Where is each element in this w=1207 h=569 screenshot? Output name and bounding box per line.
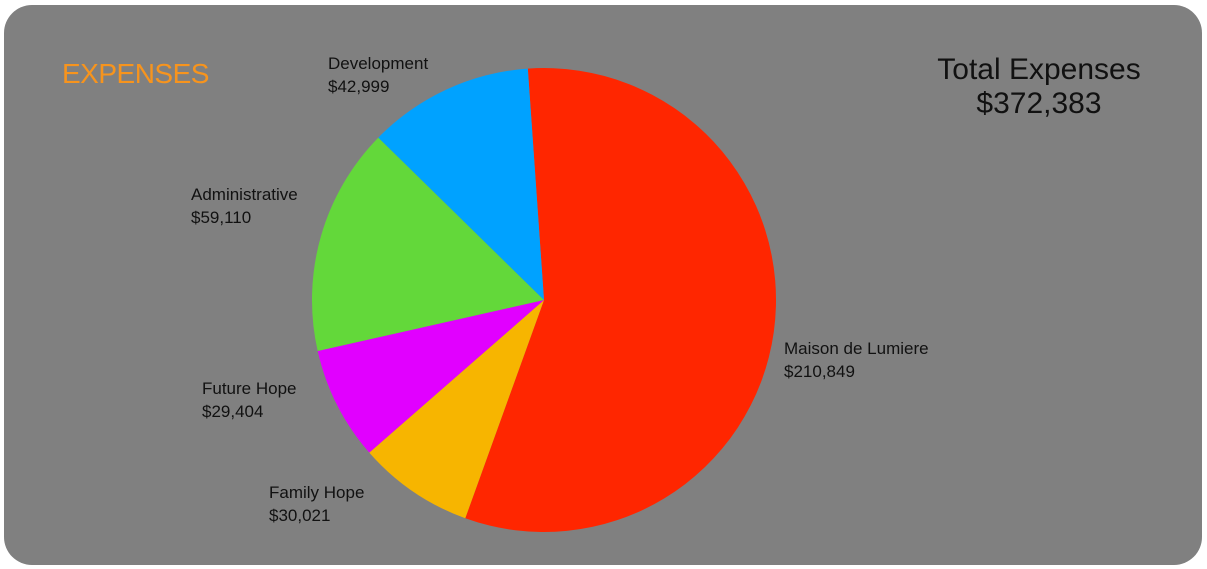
- pie-slice-administrative: [312, 137, 544, 352]
- total-expenses-label: Total Expenses: [937, 53, 1141, 86]
- pie-slice-maison-de-lumiere: [465, 68, 777, 533]
- slice-label-value: $30,021: [269, 506, 330, 525]
- total-expenses-value: $372,383: [976, 87, 1102, 120]
- slice-label-value: $59,110: [191, 208, 251, 227]
- slice-label-name: Family Hope: [269, 483, 364, 502]
- pie-chart: Maison de Lumiere $210,849 Family Hope $30,…: [191, 54, 929, 533]
- slice-label-value: $29,404: [202, 402, 263, 421]
- pie-slice-future-hope: [317, 300, 544, 453]
- chart-title: EXPENSES: [62, 58, 209, 89]
- slice-label-value: $210,849: [784, 362, 855, 381]
- pie-slices: [312, 68, 777, 533]
- slice-label-name: Administrative: [191, 185, 298, 204]
- pie-labels: Maison de Lumiere $210,849 Family Hope $30,…: [191, 54, 929, 525]
- pie-slice-development: [378, 68, 544, 300]
- slice-label-value: $42,999: [328, 77, 389, 96]
- slice-label-name: Future Hope: [202, 379, 297, 398]
- chart-panel: EXPENSES Total Expenses $372,383 Maison …: [4, 5, 1202, 565]
- slice-label-name: Development: [328, 54, 428, 73]
- slice-label-name: Maison de Lumiere: [784, 339, 929, 358]
- total-expenses: Total Expenses $372,383: [909, 53, 1169, 121]
- pie-slice-family-hope: [369, 300, 544, 519]
